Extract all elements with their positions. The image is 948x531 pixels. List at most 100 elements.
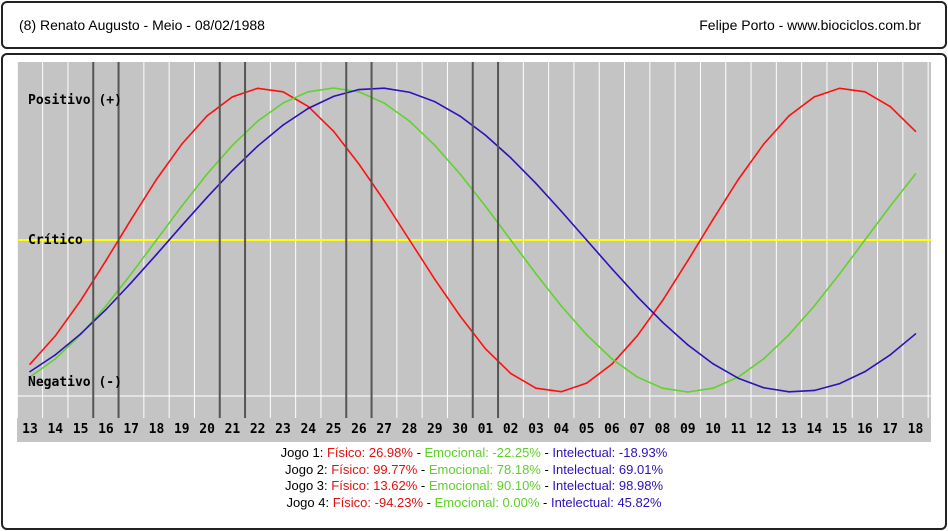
series-2-point: [54, 358, 57, 360]
series-1-point: [585, 382, 588, 384]
chart-background: [17, 62, 931, 442]
series-1-point: [788, 115, 790, 117]
tick-strip: [17, 418, 931, 442]
series-2-point: [130, 273, 132, 275]
series-3-point: [383, 87, 386, 89]
series-3-point: [130, 281, 132, 284]
legend-emocional: Emocional: 78.18%: [428, 461, 541, 477]
series-1-point: [79, 299, 82, 302]
series-1-point: [838, 87, 841, 90]
series-3-point: [408, 91, 411, 94]
critical-label: Crítico: [28, 233, 83, 248]
series-3-point: [864, 370, 866, 373]
series-1-point: [130, 218, 132, 221]
x-tick-label: 28: [402, 422, 418, 437]
series-1-point: [332, 130, 335, 133]
series-1-point: [687, 259, 689, 262]
x-tick-label: 15: [832, 422, 848, 437]
series-1-point: [307, 105, 310, 108]
series-1-point: [889, 105, 891, 108]
positive-label: Positivo (+): [28, 93, 122, 108]
legend-emocional: Emocional: -22.25%: [424, 445, 541, 460]
series-3-point: [737, 377, 740, 380]
series-2-point: [509, 239, 512, 241]
series-3-point: [484, 134, 487, 136]
series-1-point: [636, 335, 638, 337]
series-2-point: [307, 91, 310, 93]
x-tick-label: 08: [655, 422, 671, 437]
x-tick-label: 12: [756, 422, 772, 437]
series-2-point: [762, 358, 765, 360]
series-1-point: [914, 130, 917, 133]
series-1-point: [737, 178, 740, 181]
x-tick-label: 22: [250, 422, 266, 437]
legend-label: Jogo 2:: [285, 461, 328, 477]
x-tick-label: 05: [579, 422, 595, 437]
x-tick-label: 26: [351, 422, 367, 437]
legend-intelectual: Intelectual: 98.98%: [552, 478, 663, 493]
x-tick-label: 17: [882, 422, 898, 437]
series-1-point: [155, 178, 158, 181]
series-1-point: [408, 239, 411, 241]
level-labels: Positivo (+) Crítico Negativo (-): [28, 93, 122, 390]
x-tick-label: 14: [47, 422, 63, 437]
legend-fisico: Físico: 99.77%: [331, 461, 418, 477]
series-3-point: [29, 370, 31, 373]
series-2-point: [256, 120, 259, 122]
series-2-point: [560, 305, 563, 307]
series-1-point: [105, 259, 107, 262]
x-tick-label: 04: [553, 422, 569, 437]
series-1-point: [434, 278, 436, 281]
series-3-point: [358, 88, 360, 91]
legend-label: Jogo 1:: [280, 445, 324, 460]
series-2-point: [408, 120, 411, 122]
series-3-point: [332, 95, 335, 98]
series-3-point: [611, 267, 613, 270]
marker-lines: [92, 62, 500, 418]
x-tick-label: 07: [629, 422, 645, 437]
series-2-point: [29, 376, 31, 378]
x-tick-label: 18: [149, 422, 165, 437]
series-2-point: [838, 273, 841, 275]
x-tick-label: 09: [680, 422, 696, 437]
header-panel: (8) Renato Augusto - Meio - 08/02/1988 F…: [1, 1, 947, 49]
series-3-point: [585, 239, 588, 241]
series-3-point: [282, 124, 284, 126]
series-1-point: [484, 347, 487, 350]
series-1-point: [661, 299, 664, 302]
x-tick-label: 27: [376, 422, 392, 437]
series-3-point: [535, 182, 537, 185]
x-tick-label: 10: [705, 422, 721, 437]
x-tick-label: 15: [73, 422, 89, 437]
series-3-point: [712, 363, 714, 365]
legend-label: Jogo 3:: [285, 478, 328, 493]
series-2-point: [231, 144, 234, 147]
x-tick-label: 19: [174, 422, 190, 437]
series-2-point: [636, 376, 638, 378]
series-1-point: [231, 96, 234, 98]
x-tick-label: 20: [199, 422, 215, 437]
series-1-point: [459, 315, 461, 317]
series-3-point: [459, 115, 461, 117]
series-2-point: [661, 387, 664, 390]
series-2-point: [687, 391, 689, 393]
series-1-point: [282, 91, 284, 93]
series-2-point: [383, 102, 386, 104]
series-2-point: [813, 305, 816, 307]
series-3-point: [813, 389, 816, 392]
series-2-point: [155, 239, 158, 241]
series-1-point: [181, 143, 183, 145]
series-2-point: [282, 102, 284, 104]
series-1-point: [535, 387, 537, 390]
series-3-point: [434, 100, 436, 103]
series-3-point: [788, 391, 790, 393]
series-3-point: [914, 333, 917, 335]
series-3-point: [762, 386, 765, 389]
series-3-point: [838, 382, 841, 385]
x-tick-label: 17: [123, 422, 139, 437]
x-tick-label: 13: [22, 422, 38, 437]
series-3-point: [636, 295, 638, 298]
legend-fisico: Físico: 13.62%: [331, 478, 418, 493]
x-tick-label: 21: [225, 422, 241, 437]
legend-fisico: Físico: -94.23%: [332, 494, 424, 510]
